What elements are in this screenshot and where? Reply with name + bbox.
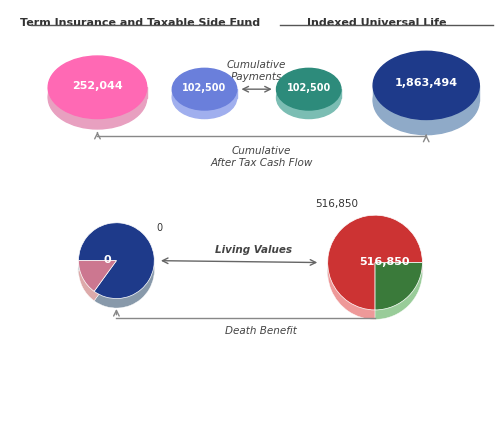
Wedge shape — [374, 272, 421, 320]
Text: Term Insurance and Taxable Side Fund: Term Insurance and Taxable Side Fund — [20, 18, 260, 28]
Text: 252,044: 252,044 — [72, 81, 123, 91]
Ellipse shape — [48, 67, 146, 130]
Wedge shape — [327, 225, 421, 320]
Polygon shape — [372, 86, 478, 101]
Polygon shape — [48, 88, 146, 99]
Polygon shape — [276, 90, 340, 99]
Wedge shape — [78, 233, 154, 308]
Ellipse shape — [172, 69, 236, 111]
Text: 102,500: 102,500 — [182, 83, 226, 93]
Wedge shape — [327, 215, 421, 310]
Text: 516,850: 516,850 — [359, 256, 409, 266]
Ellipse shape — [276, 69, 340, 111]
Text: Indexed Universal Life: Indexed Universal Life — [307, 18, 446, 28]
Wedge shape — [78, 261, 116, 292]
Wedge shape — [374, 263, 421, 310]
Wedge shape — [78, 223, 154, 299]
Text: 102,500: 102,500 — [286, 83, 330, 93]
Wedge shape — [78, 271, 116, 301]
Ellipse shape — [327, 241, 421, 304]
Text: Cumulative
After Tax Cash Flow: Cumulative After Tax Cash Flow — [210, 146, 312, 167]
Text: 0: 0 — [103, 254, 111, 264]
Text: 1,863,494: 1,863,494 — [394, 78, 457, 88]
Text: 516,850: 516,850 — [315, 198, 358, 208]
Text: Death Benefit: Death Benefit — [225, 325, 297, 336]
Polygon shape — [172, 90, 236, 99]
Ellipse shape — [372, 67, 478, 135]
Ellipse shape — [372, 52, 478, 120]
Ellipse shape — [48, 57, 146, 119]
Ellipse shape — [276, 78, 340, 119]
Ellipse shape — [172, 78, 236, 119]
Text: Living Values: Living Values — [215, 245, 292, 255]
Ellipse shape — [78, 246, 154, 295]
Text: Cumulative
Payments: Cumulative Payments — [226, 60, 286, 82]
Text: 0: 0 — [156, 222, 162, 232]
